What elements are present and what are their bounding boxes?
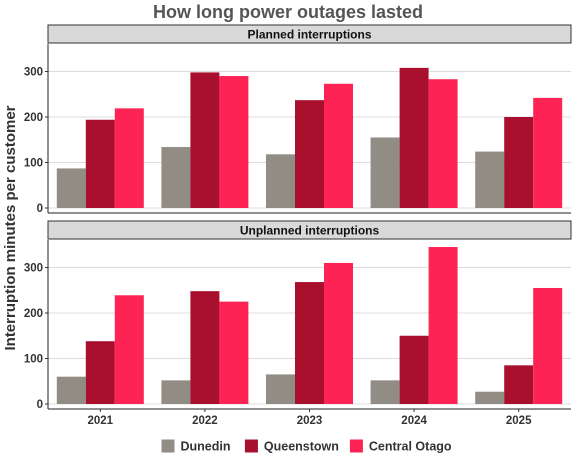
panel-planned: Planned interruptions 0 100 200 300 xyxy=(24,24,572,215)
panel-unplanned: Unplanned interruptions 0 100 200 300 xyxy=(24,220,572,411)
bar-queenstown xyxy=(190,291,220,404)
bar-dunedin xyxy=(370,137,400,208)
y-axis-label: Interruption minutes per customer xyxy=(2,105,19,350)
x-axis-ticks: 2021 2022 2023 2024 2025 xyxy=(88,409,532,427)
bar-dunedin xyxy=(370,380,400,404)
bar-queenstown xyxy=(399,67,429,208)
bar-central-otago xyxy=(219,76,249,208)
bar-dunedin xyxy=(161,147,191,208)
x-tick-label: 2025 xyxy=(506,415,532,427)
legend-swatch-central-otago xyxy=(349,439,363,453)
y-tick-label: 200 xyxy=(24,112,43,124)
bar-queenstown xyxy=(295,100,324,208)
bar-queenstown xyxy=(295,282,324,404)
bar-central-otago xyxy=(428,79,458,208)
x-tick-label: 2024 xyxy=(401,415,427,427)
bar-queenstown xyxy=(85,341,115,404)
x-tick-label: 2023 xyxy=(297,415,323,427)
bar-central-otago xyxy=(324,83,353,208)
bar-central-otago xyxy=(324,262,353,404)
panel-title-planned: Planned interruptions xyxy=(247,28,371,42)
legend-label-dunedin: Dunedin xyxy=(181,440,231,454)
bar-queenstown xyxy=(190,72,220,208)
y-tick-label: 100 xyxy=(24,354,43,366)
x-tick-label: 2022 xyxy=(192,415,218,427)
y-tick-label: 100 xyxy=(24,158,43,170)
x-tick-label: 2021 xyxy=(88,415,114,427)
legend: Dunedin Queenstown Central Otago xyxy=(161,439,452,454)
y-tick-label: 300 xyxy=(24,263,43,275)
y-tick-label: 200 xyxy=(24,308,43,320)
bar-dunedin xyxy=(475,391,505,404)
bar-dunedin xyxy=(266,154,295,208)
bar-central-otago xyxy=(533,287,563,404)
legend-swatch-queenstown xyxy=(244,439,258,453)
panel-title-unplanned: Unplanned interruptions xyxy=(240,224,380,238)
bar-queenstown xyxy=(85,119,115,208)
bar-dunedin xyxy=(56,168,86,208)
legend-swatch-dunedin xyxy=(161,439,175,453)
panel-strip-unplanned xyxy=(47,220,572,240)
bar-dunedin xyxy=(161,380,191,404)
y-tick-label: 0 xyxy=(37,203,43,215)
bar-dunedin xyxy=(475,151,505,208)
panel-plot-unplanned: 0 100 200 300 xyxy=(24,240,571,411)
bar-central-otago xyxy=(114,295,144,404)
legend-label-central-otago: Central Otago xyxy=(369,440,452,454)
bar-central-otago xyxy=(219,301,249,404)
bar-queenstown xyxy=(504,365,534,404)
bar-queenstown xyxy=(504,117,534,208)
y-tick-label: 300 xyxy=(24,67,43,79)
chart-title: How long power outages lasted xyxy=(153,2,423,22)
bar-central-otago xyxy=(428,247,458,404)
bar-central-otago xyxy=(114,108,144,208)
bar-dunedin xyxy=(56,376,86,404)
panel-strip-planned xyxy=(47,24,572,44)
y-tick-label: 0 xyxy=(37,399,43,411)
bar-dunedin xyxy=(266,374,295,404)
panel-plot-planned: 0 100 200 300 xyxy=(24,44,571,215)
bar-central-otago xyxy=(533,97,563,208)
bar-queenstown xyxy=(399,335,429,404)
legend-label-queenstown: Queenstown xyxy=(264,440,339,454)
